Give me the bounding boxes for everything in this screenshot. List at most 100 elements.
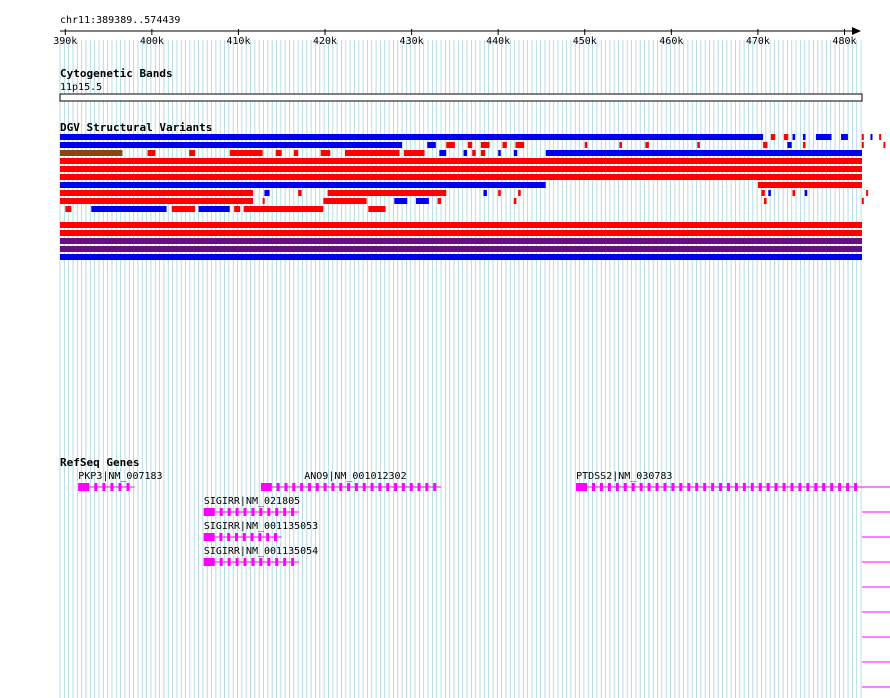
variant-loss[interactable] (787, 142, 792, 148)
variant-loss[interactable] (513, 150, 518, 156)
variant-gain[interactable] (189, 150, 196, 156)
variant-gain[interactable] (472, 150, 476, 156)
variant-loss[interactable] (60, 254, 862, 260)
variant-gain[interactable] (861, 142, 864, 148)
variant-gain[interactable] (513, 198, 517, 204)
variant-loss[interactable] (60, 182, 546, 188)
variant-loss[interactable] (498, 150, 501, 156)
variant-gain[interactable] (498, 190, 501, 196)
gene-exon (300, 483, 304, 491)
variant-loss[interactable] (427, 142, 436, 148)
variant-loss[interactable] (264, 190, 270, 196)
variant-gain[interactable] (60, 166, 862, 172)
variant-gain[interactable] (783, 134, 789, 140)
variant-gain[interactable] (584, 142, 588, 148)
variant-gain[interactable] (243, 206, 324, 212)
variant-gain[interactable] (65, 206, 72, 212)
gene-exon (719, 483, 723, 491)
variant-gain[interactable] (480, 150, 486, 156)
gene-exon (78, 483, 89, 491)
variant-gain[interactable] (866, 190, 869, 196)
variant-loss[interactable] (439, 150, 447, 156)
variant-loss[interactable] (815, 134, 832, 140)
refseq-track[interactable]: RefSeq Genes PKP3|NM_007183 ANO9|NM_00101… (60, 456, 890, 691)
variant-gain[interactable] (446, 142, 455, 148)
variant-gain[interactable] (802, 142, 806, 148)
variant-loss[interactable] (841, 134, 848, 140)
gene-exon (623, 483, 627, 491)
gene-label[interactable]: SIGIRR|NM_021805 (204, 496, 300, 507)
variant-gain[interactable] (60, 190, 254, 196)
variant-gain[interactable] (262, 198, 265, 204)
variant-loss[interactable] (91, 206, 167, 212)
gene-exon (235, 508, 239, 516)
variant-loss[interactable] (483, 190, 487, 196)
gene-exon (227, 533, 231, 541)
cytoband-track[interactable]: Cytogenetic Bands 11p15.5 (59, 67, 863, 102)
variant-gain[interactable] (320, 150, 331, 156)
variant-gain[interactable] (518, 190, 521, 196)
gene-label[interactable]: PKP3|NM_007183 (78, 471, 162, 482)
variant-loss[interactable] (804, 190, 808, 196)
gene-label[interactable]: PTDSS2|NM_030783 (576, 471, 672, 482)
variant-gain[interactable] (757, 182, 862, 188)
variant-loss[interactable] (463, 150, 468, 156)
variant-gain[interactable] (323, 198, 367, 204)
gene-exon (814, 483, 818, 491)
variant-gain[interactable] (437, 198, 442, 204)
variant-gain[interactable] (368, 206, 386, 212)
variant-gain[interactable] (234, 206, 241, 212)
variant-gain[interactable] (645, 142, 649, 148)
variant-gain[interactable] (763, 142, 768, 148)
variant-gain[interactable] (229, 150, 263, 156)
variant-gain[interactable] (861, 198, 864, 204)
variant-gain[interactable] (344, 150, 400, 156)
variant-gain[interactable] (60, 198, 254, 204)
variant-loss[interactable] (768, 190, 771, 196)
variant-gain[interactable] (697, 142, 700, 148)
variant-gain[interactable] (619, 142, 622, 148)
variant-gain[interactable] (60, 230, 862, 236)
variant-gain[interactable] (171, 206, 196, 212)
variant-gain[interactable] (403, 150, 425, 156)
variant-loss[interactable] (545, 150, 862, 156)
variant-inversion[interactable] (60, 150, 123, 156)
gene-label[interactable]: SIGIRR|NM_001135054 (204, 546, 318, 557)
gene-exon (631, 483, 635, 491)
variant-loss[interactable] (792, 134, 796, 140)
variant-gain[interactable] (861, 134, 864, 140)
variant-gain[interactable] (298, 190, 302, 196)
variant-complex[interactable] (60, 246, 862, 252)
variant-gain[interactable] (147, 150, 156, 156)
variant-gain[interactable] (502, 142, 507, 148)
variant-gain[interactable] (467, 142, 473, 148)
variant-loss[interactable] (60, 142, 403, 148)
variant-gain[interactable] (763, 198, 767, 204)
variant-gain[interactable] (761, 190, 765, 196)
variant-gain[interactable] (792, 190, 796, 196)
variant-gain[interactable] (60, 222, 862, 228)
gene-label[interactable]: ANO9|NM_001012302 (304, 471, 406, 482)
variant-gain[interactable] (480, 142, 490, 148)
variant-loss[interactable] (394, 198, 408, 204)
variant-gain[interactable] (327, 190, 447, 196)
variant-gain[interactable] (770, 134, 776, 140)
variant-gain[interactable] (60, 158, 862, 164)
variant-gain[interactable] (515, 142, 525, 148)
dgv-track[interactable]: DGV Structural Variants (60, 121, 890, 276)
variant-gain[interactable] (879, 134, 882, 140)
variant-gain[interactable] (293, 150, 299, 156)
variant-loss[interactable] (415, 198, 429, 204)
gene-exon (655, 483, 659, 491)
variant-loss[interactable] (60, 134, 764, 140)
variant-gain[interactable] (883, 142, 886, 148)
variant-complex[interactable] (60, 238, 862, 244)
variant-loss[interactable] (198, 206, 230, 212)
position-ruler[interactable]: chr11:389389..574439 390k 400k 410k 420k 430… (53, 15, 890, 47)
variant-gain[interactable] (60, 174, 862, 180)
gene-exon (267, 508, 271, 516)
variant-loss[interactable] (870, 134, 873, 140)
variant-gain[interactable] (275, 150, 282, 156)
variant-loss[interactable] (802, 134, 806, 140)
gene-label[interactable]: SIGIRR|NM_001135053 (204, 521, 318, 532)
